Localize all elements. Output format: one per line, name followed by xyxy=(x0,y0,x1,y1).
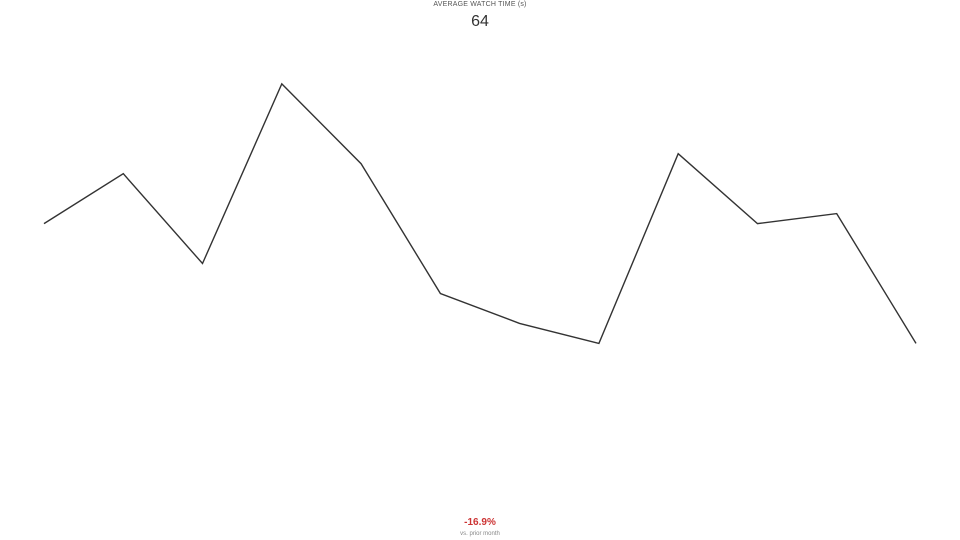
series-layer xyxy=(43,82,917,345)
kpi-value: 64 xyxy=(471,13,489,30)
series-line xyxy=(43,82,917,345)
kpi-title: AVERAGE WATCH TIME (s) xyxy=(433,1,527,8)
kpi-delta: -16.9% xyxy=(464,517,496,528)
kpi-delta-caption: vs. prior month xyxy=(460,531,500,537)
